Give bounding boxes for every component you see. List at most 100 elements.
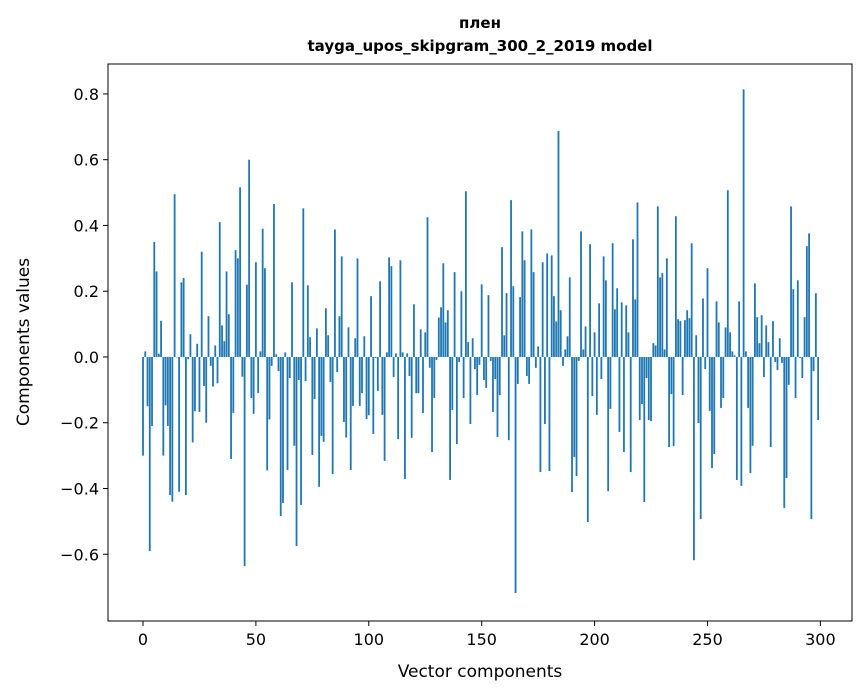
- bar-component-173: [533, 272, 535, 357]
- bar-component-61: [280, 357, 282, 516]
- bar-component-105: [379, 281, 381, 357]
- bar-component-46: [246, 285, 248, 357]
- bar-component-127: [429, 357, 431, 368]
- bar-component-174: [535, 357, 537, 368]
- bar-component-59: [275, 354, 277, 357]
- bar-component-157: [497, 357, 499, 437]
- bar-component-39: [230, 357, 232, 459]
- bar-component-270: [752, 357, 754, 446]
- bar-component-60: [278, 357, 280, 371]
- bar-component-115: [402, 352, 404, 357]
- bar-component-171: [528, 357, 530, 384]
- bar-component-53: [262, 229, 264, 357]
- bar-component-8: [160, 321, 162, 357]
- bar-component-9: [162, 357, 164, 456]
- bar-component-85: [334, 229, 336, 357]
- bar-component-153: [488, 295, 490, 357]
- bar-component-241: [686, 310, 688, 357]
- bar-component-163: [510, 200, 512, 357]
- bar-component-38: [228, 314, 230, 357]
- bar-component-47: [248, 160, 250, 357]
- bar-component-223: [646, 357, 648, 378]
- bar-component-111: [393, 357, 395, 377]
- bar-component-130: [436, 357, 438, 360]
- bar-component-5: [153, 242, 155, 357]
- y-tick-label: 0.8: [74, 85, 99, 104]
- bar-component-209: [614, 309, 616, 357]
- bar-component-161: [506, 293, 508, 357]
- bar-component-229: [659, 277, 661, 357]
- bar-component-254: [716, 301, 718, 357]
- bar-component-287: [790, 206, 792, 357]
- bar-component-239: [682, 357, 684, 395]
- bar-component-249: [704, 357, 706, 369]
- bar-component-299: [817, 357, 819, 420]
- bar-component-25: [199, 357, 201, 412]
- bar-component-116: [404, 357, 406, 479]
- bar-component-227: [655, 345, 657, 357]
- bar-component-155: [492, 357, 494, 412]
- bar-component-3: [149, 357, 151, 551]
- bar-component-190: [571, 357, 573, 492]
- bar-component-194: [580, 231, 582, 357]
- bar-component-184: [558, 131, 560, 357]
- bar-component-99: [366, 357, 368, 419]
- bar-component-65: [289, 357, 291, 378]
- bar-component-276: [765, 325, 767, 357]
- bar-component-164: [512, 286, 514, 357]
- bar-component-21: [190, 334, 192, 357]
- bar-component-110: [390, 266, 392, 357]
- bar-component-10: [165, 357, 167, 405]
- y-tick-label: −0.6: [60, 545, 99, 564]
- bar-component-112: [395, 353, 397, 357]
- bar-component-233: [668, 357, 670, 447]
- bar-component-67: [293, 357, 295, 446]
- bar-component-32: [214, 345, 216, 357]
- bar-component-215: [628, 332, 630, 357]
- bar-component-36: [223, 341, 225, 357]
- bar-component-169: [524, 260, 526, 357]
- bar-component-77: [316, 328, 318, 357]
- bar-component-86: [336, 357, 338, 372]
- bar-component-156: [494, 357, 496, 379]
- bar-component-126: [427, 217, 429, 357]
- bar-component-28: [205, 357, 207, 423]
- bar-component-6: [156, 271, 158, 356]
- bar-component-125: [424, 332, 426, 357]
- bar-component-242: [689, 318, 691, 357]
- bar-component-211: [619, 357, 621, 432]
- bar-component-150: [481, 284, 483, 357]
- bar-component-94: [354, 338, 356, 357]
- bar-component-272: [756, 317, 758, 357]
- bar-component-14: [174, 194, 176, 357]
- bar-component-51: [257, 357, 259, 393]
- bar-component-109: [388, 257, 390, 357]
- bar-component-142: [463, 357, 465, 398]
- bar-component-222: [643, 357, 645, 502]
- bar-component-180: [549, 357, 551, 471]
- bar-component-33: [217, 357, 219, 383]
- bar-component-261: [731, 351, 733, 357]
- bar-component-275: [763, 357, 765, 377]
- bar-component-243: [691, 243, 693, 357]
- bar-component-198: [589, 244, 591, 357]
- bar-component-151: [483, 357, 485, 380]
- bar-component-22: [192, 357, 194, 442]
- bar-component-226: [652, 343, 654, 357]
- bar-component-267: [745, 351, 747, 357]
- bar-component-138: [454, 272, 456, 357]
- y-tick-label: −0.2: [60, 414, 99, 433]
- bar-component-58: [273, 204, 275, 357]
- bar-component-40: [232, 357, 234, 413]
- bar-component-213: [623, 357, 625, 452]
- bar-component-16: [178, 357, 180, 492]
- bar-component-285: [786, 357, 788, 478]
- bar-component-75: [311, 357, 313, 455]
- bar-component-95: [357, 258, 359, 357]
- bar-component-152: [485, 357, 487, 388]
- bar-component-286: [788, 357, 790, 385]
- bar-component-0: [142, 357, 144, 456]
- bar-component-121: [415, 357, 417, 393]
